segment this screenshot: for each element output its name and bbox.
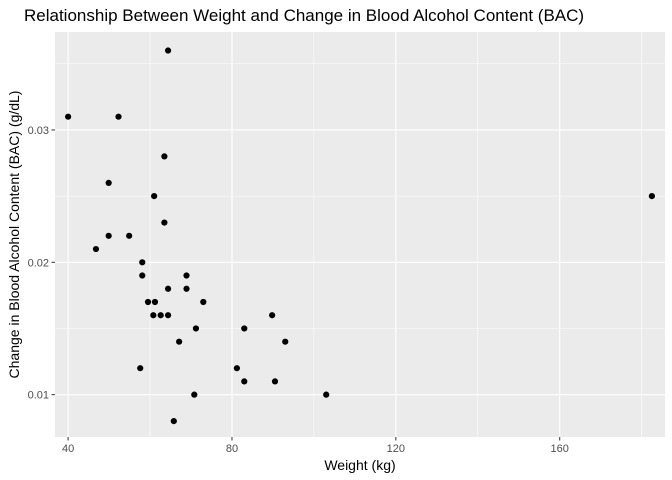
x-axis-title: Weight (kg) <box>324 457 395 473</box>
y-tick-label: 0.03 <box>28 125 49 137</box>
data-point <box>161 219 168 226</box>
data-point <box>144 298 152 306</box>
data-point <box>151 298 159 306</box>
chart-title: Relationship Between Weight and Change i… <box>24 6 584 25</box>
data-point <box>269 312 276 319</box>
y-tick-label: 0.01 <box>28 390 49 402</box>
data-point <box>139 259 146 266</box>
data-point <box>157 312 164 319</box>
data-point <box>241 325 248 332</box>
data-point <box>323 391 330 398</box>
data-points <box>65 47 655 425</box>
plot-panel <box>55 32 665 437</box>
data-point <box>233 365 240 372</box>
data-point <box>241 378 248 385</box>
data-point <box>164 312 172 319</box>
data-point <box>126 232 133 239</box>
data-point <box>183 285 190 292</box>
x-tick-label: 160 <box>551 443 569 455</box>
major-gridlines <box>55 32 665 437</box>
data-point <box>105 179 112 186</box>
data-point <box>183 272 190 279</box>
y-axis-tick-labels: 0.01 0.02 0.03 <box>28 125 49 402</box>
data-point <box>65 113 72 120</box>
data-point <box>191 391 198 398</box>
data-point <box>192 325 200 332</box>
data-point <box>282 338 289 345</box>
data-point <box>170 418 177 425</box>
x-tick-label: 80 <box>226 443 238 455</box>
data-point <box>92 245 100 253</box>
data-point <box>105 232 112 239</box>
x-tick-label: 120 <box>387 443 405 455</box>
data-point <box>271 378 279 385</box>
data-point <box>137 365 144 372</box>
data-point <box>161 153 168 160</box>
x-tick-label: 40 <box>62 443 74 455</box>
data-point <box>176 338 183 345</box>
data-point <box>151 193 158 200</box>
y-tick-label: 0.02 <box>28 257 49 269</box>
x-axis-tick-labels: 40 80 120 160 <box>62 443 569 455</box>
data-point <box>164 285 172 292</box>
data-point <box>648 193 655 200</box>
axis-ticks <box>51 129 561 441</box>
data-point <box>200 298 207 306</box>
data-point <box>150 312 157 319</box>
data-point <box>164 47 172 54</box>
y-axis-title: Change in Blood Alcohol Content (BAC) (g… <box>6 91 22 379</box>
data-point <box>139 272 146 279</box>
data-point <box>115 113 122 120</box>
